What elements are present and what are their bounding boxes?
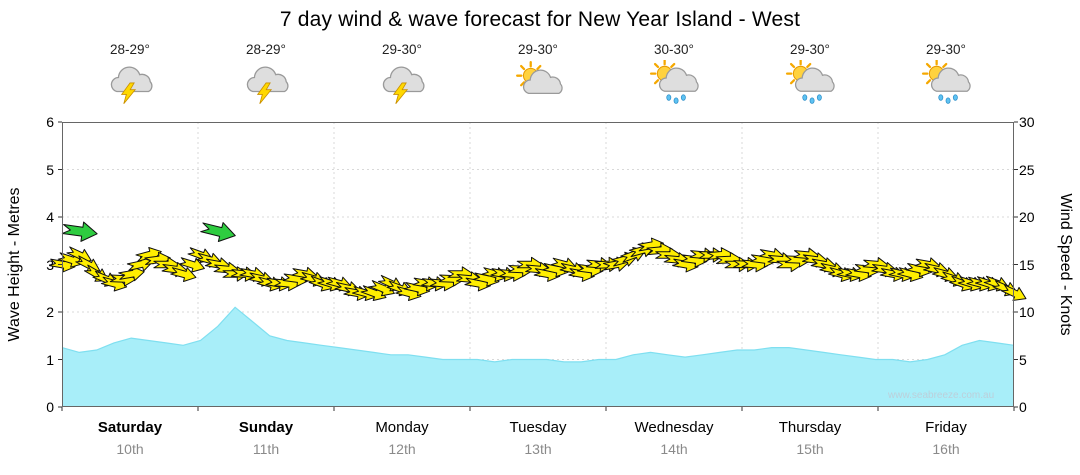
wave-tick-label: 2 bbox=[46, 304, 54, 320]
sun-showers-icon bbox=[784, 58, 836, 108]
storm-icon bbox=[376, 60, 428, 108]
day-label-monday: Monday 12th bbox=[334, 419, 470, 457]
temperature-range: 28-29° bbox=[246, 42, 286, 57]
days-header: 28-29° 28-29° 29-30° 29-30° 30-30° 29-30° 29-3… bbox=[62, 42, 1014, 108]
wave-tick-label: 6 bbox=[46, 114, 54, 130]
wave-tick-label: 3 bbox=[46, 256, 54, 273]
day-forecast-tuesday: 29-30° bbox=[470, 42, 606, 108]
day-forecast-saturday: 28-29° bbox=[62, 42, 198, 108]
wave-tick-label: 0 bbox=[46, 399, 54, 415]
wind-tick-label: 0 bbox=[1019, 399, 1027, 415]
day-label-wednesday: Wednesday 14th bbox=[606, 419, 742, 457]
day-date: 16th bbox=[932, 441, 960, 457]
day-date: 14th bbox=[660, 441, 688, 457]
day-name: Friday bbox=[925, 419, 967, 436]
watermark: www.seabreeze.com.au bbox=[888, 390, 995, 401]
day-forecast-sunday: 28-29° bbox=[198, 42, 334, 108]
day-name: Tuesday bbox=[509, 419, 567, 436]
sun-showers-icon bbox=[920, 58, 972, 108]
wind-tick-label: 25 bbox=[1019, 161, 1035, 178]
day-forecast-thursday: 29-30° bbox=[742, 42, 878, 108]
sun-showers-icon bbox=[648, 58, 700, 108]
day-label-friday: Friday 16th bbox=[878, 419, 1014, 457]
sun-cloud-icon bbox=[512, 60, 564, 108]
day-date: 11th bbox=[252, 441, 280, 457]
wind-tick-label: 15 bbox=[1019, 256, 1035, 273]
wave-tick-label: 4 bbox=[46, 209, 54, 225]
day-date: 12th bbox=[388, 441, 416, 457]
day-name: Saturday bbox=[97, 419, 163, 436]
day-label-thursday: Thursday 15th bbox=[742, 419, 878, 457]
wind-tick-label: 10 bbox=[1019, 304, 1035, 320]
wind-tick-label: 30 bbox=[1019, 114, 1035, 130]
day-name: Monday bbox=[375, 419, 429, 436]
storm-icon bbox=[104, 60, 156, 108]
day-date: 10th bbox=[116, 441, 144, 457]
storm-icon bbox=[240, 60, 292, 108]
day-forecast-friday: 29-30° bbox=[878, 42, 1014, 108]
day-name: Wednesday bbox=[634, 419, 714, 436]
temperature-range: 28-29° bbox=[110, 42, 150, 57]
temperature-range: 29-30° bbox=[790, 42, 830, 57]
wave-tick-label: 1 bbox=[46, 351, 54, 368]
chart-title: 7 day wind & wave forecast for New Year … bbox=[279, 8, 801, 31]
wind-tick-label: 20 bbox=[1019, 209, 1035, 225]
plot-area bbox=[49, 121, 1027, 411]
day-name: Thursday bbox=[778, 419, 842, 436]
days-footer: Saturday 10th Sunday 11th Monday 12th Tuesday 1… bbox=[62, 419, 1014, 457]
day-date: 13th bbox=[524, 441, 552, 457]
day-forecast-monday: 29-30° bbox=[334, 42, 470, 108]
day-name: Sunday bbox=[238, 419, 294, 436]
temperature-range: 29-30° bbox=[518, 42, 558, 57]
day-label-sunday: Sunday 11th bbox=[198, 419, 334, 457]
temperature-range: 29-30° bbox=[382, 42, 422, 57]
day-label-tuesday: Tuesday 13th bbox=[470, 419, 606, 457]
day-date: 15th bbox=[796, 441, 824, 457]
temperature-range: 30-30° bbox=[654, 42, 694, 57]
wind-tick-label: 5 bbox=[1019, 351, 1027, 368]
wave-tick-label: 5 bbox=[46, 161, 54, 178]
day-label-saturday: Saturday 10th bbox=[62, 419, 198, 457]
day-forecast-wednesday: 30-30° bbox=[606, 42, 742, 108]
temperature-range: 29-30° bbox=[926, 42, 966, 57]
